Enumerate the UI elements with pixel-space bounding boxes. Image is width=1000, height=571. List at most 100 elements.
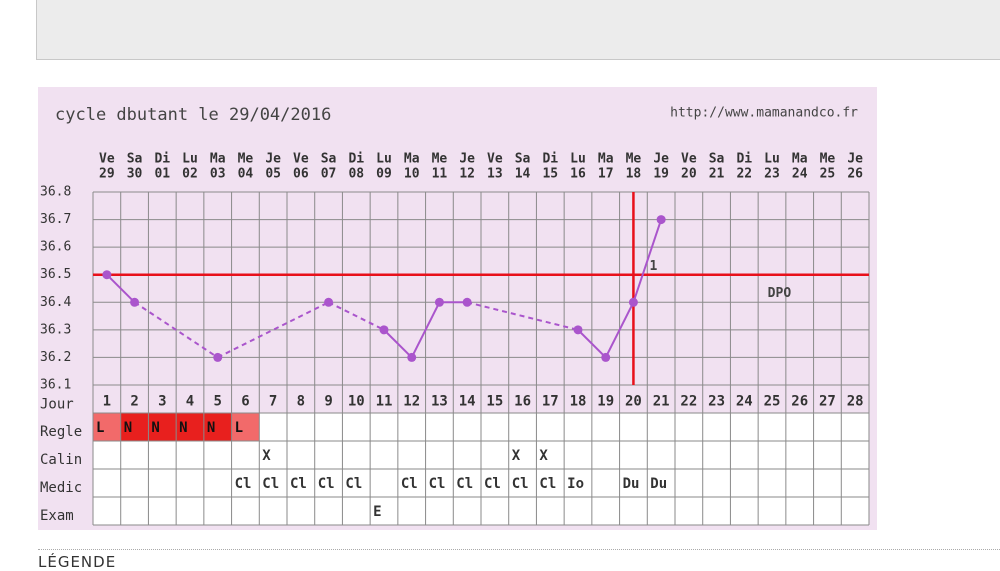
day-number: 17 <box>542 394 559 410</box>
date-label: 06 <box>293 167 309 182</box>
weekday-label: Ve <box>487 152 503 167</box>
cell-text: Cl <box>484 476 501 492</box>
y-tick-label: 36.3 <box>40 322 71 337</box>
y-tick-label: 36.2 <box>40 350 71 365</box>
weekday-label: Ma <box>792 152 808 167</box>
weekday-label: Ve <box>293 152 309 167</box>
cell-text: X <box>512 448 521 464</box>
line-segment <box>217 301 330 359</box>
cell-text: N <box>124 420 132 436</box>
weekday-label: Di <box>736 152 752 167</box>
line-segment <box>106 274 136 303</box>
date-label: 01 <box>154 167 170 182</box>
weekday-label: Ve <box>99 152 115 167</box>
legend-heading: LÉGENDE <box>38 553 117 571</box>
line-segment <box>383 329 413 359</box>
line-segment <box>604 301 635 358</box>
row-label: Regle <box>40 424 82 440</box>
line-segment <box>466 301 579 331</box>
weekday-label: Lu <box>570 152 586 167</box>
date-label: 17 <box>598 167 614 182</box>
date-label: 24 <box>792 167 808 182</box>
day-number: 16 <box>514 394 531 410</box>
day-number: 7 <box>269 394 277 410</box>
date-label: 10 <box>404 167 420 182</box>
y-tick-label: 36.4 <box>40 295 71 310</box>
date-label: 07 <box>321 167 337 182</box>
line-segment <box>328 301 385 331</box>
cell-highlight <box>148 413 177 441</box>
date-label: 13 <box>487 167 503 182</box>
date-label: 22 <box>736 167 752 182</box>
line-segment <box>632 219 663 303</box>
cell-text: Du <box>623 476 640 492</box>
weekday-label: Sa <box>709 152 725 167</box>
weekday-label: Ve <box>681 152 697 167</box>
data-point <box>407 352 417 362</box>
cell-text: L <box>96 420 104 436</box>
date-label: 09 <box>376 167 392 182</box>
cell-text: X <box>539 448 548 464</box>
cell-text: Cl <box>318 476 335 492</box>
day-number: 27 <box>819 394 836 410</box>
cell-text: Cl <box>290 476 307 492</box>
weekday-label: Me <box>626 152 642 167</box>
day-number: 15 <box>486 394 503 410</box>
weekday-label: Ma <box>404 152 420 167</box>
day-number: 8 <box>297 394 305 410</box>
weekday-label: Lu <box>182 152 198 167</box>
data-point <box>379 325 389 335</box>
separator <box>38 549 1000 550</box>
date-label: 08 <box>348 167 364 182</box>
cell-text: N <box>151 420 159 436</box>
weekday-label: Lu <box>376 152 392 167</box>
date-label: 29 <box>99 167 115 182</box>
cell-text: X <box>262 448 271 464</box>
date-label: 18 <box>626 167 642 182</box>
date-label: 02 <box>182 167 198 182</box>
date-label: 05 <box>265 167 281 182</box>
weekday-label: Lu <box>764 152 780 167</box>
cell-text: Io <box>567 476 584 492</box>
cell-highlight <box>120 413 149 441</box>
data-point <box>213 352 223 362</box>
date-label: 21 <box>709 167 725 182</box>
day-number: 13 <box>431 394 448 410</box>
day-number: 9 <box>324 394 332 410</box>
date-label: 14 <box>515 167 531 182</box>
day-number: 11 <box>376 394 393 410</box>
day-number: 18 <box>570 394 587 410</box>
line-segment <box>134 301 219 359</box>
weekday-label: Me <box>820 152 836 167</box>
day-number: 19 <box>597 394 614 410</box>
day-number: 23 <box>708 394 725 410</box>
cell-text: Cl <box>345 476 362 492</box>
day-number: 20 <box>625 394 642 410</box>
date-label: 03 <box>210 167 226 182</box>
cell-text: Cl <box>456 476 473 492</box>
day-number: 3 <box>158 394 166 410</box>
weekday-label: Je <box>459 152 475 167</box>
day-number: 24 <box>736 394 753 410</box>
data-point <box>601 352 611 362</box>
cell-text: N <box>179 420 187 436</box>
line-segment <box>577 329 607 359</box>
y-tick-label: 36.7 <box>40 212 71 227</box>
chart-title: cycle dbutant le 29/04/2016 <box>55 105 331 125</box>
data-point <box>324 297 334 307</box>
date-label: 15 <box>542 167 558 182</box>
date-label: 19 <box>653 167 669 182</box>
day-number: 1 <box>103 394 111 410</box>
y-tick-label: 36.8 <box>40 185 71 200</box>
weekday-label: Me <box>238 152 254 167</box>
date-label: 26 <box>847 167 863 182</box>
data-point <box>656 215 666 225</box>
top-panel <box>36 0 1000 60</box>
annotation: DPO <box>768 286 792 301</box>
day-number: 10 <box>348 394 365 410</box>
data-point <box>434 297 444 307</box>
cell-highlight <box>231 413 260 441</box>
date-label: 16 <box>570 167 586 182</box>
data-point <box>462 297 472 307</box>
date-label: 11 <box>432 167 448 182</box>
